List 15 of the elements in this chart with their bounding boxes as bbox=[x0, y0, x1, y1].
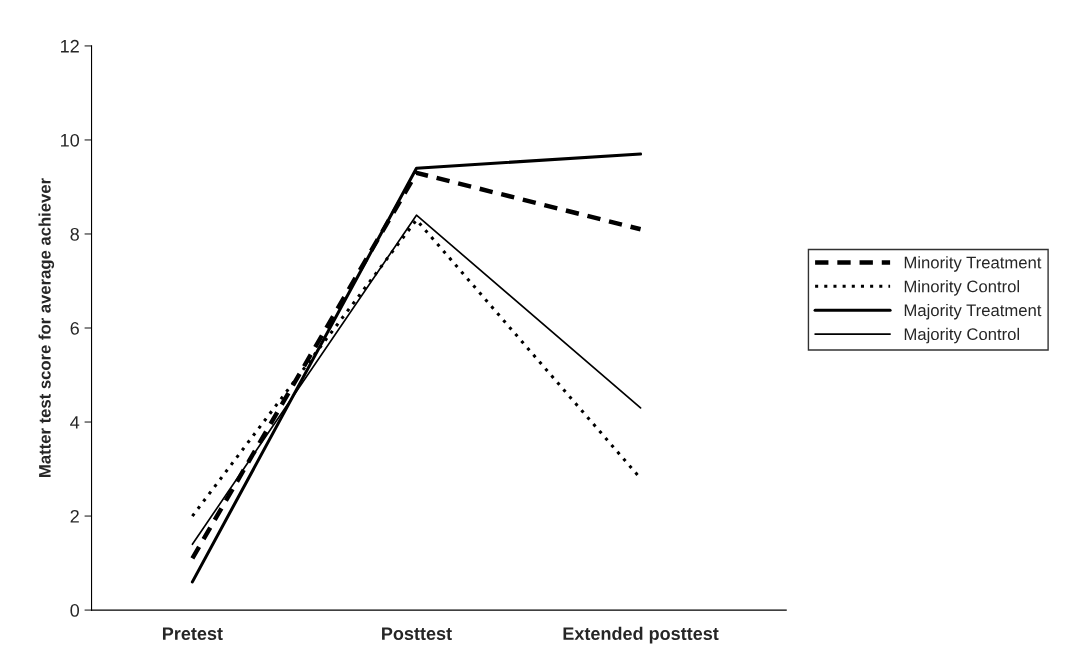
y-tick-label: 8 bbox=[70, 227, 79, 241]
x-tick-label: Pretest bbox=[162, 627, 223, 641]
legend-label: Majority Control bbox=[904, 327, 1020, 344]
legend-label: Minority Treatment bbox=[904, 256, 1042, 272]
y-tick-label: 12 bbox=[61, 39, 79, 53]
y-axis-title: Matter test score for average achiever bbox=[38, 178, 55, 477]
x-tick-label: Extended posttest bbox=[563, 626, 719, 644]
y-tick-label: 10 bbox=[61, 133, 80, 147]
y-tick-label: 6 bbox=[70, 321, 79, 335]
y-tick-label: 0 bbox=[70, 604, 80, 617]
legend-label: Minority Control bbox=[904, 280, 1020, 296]
legend-label: Majority Treatment bbox=[904, 303, 1042, 320]
y-tick-label: 2 bbox=[70, 509, 79, 523]
y-tick-label: 4 bbox=[70, 416, 80, 429]
x-tick-label: Posttest bbox=[382, 627, 452, 641]
